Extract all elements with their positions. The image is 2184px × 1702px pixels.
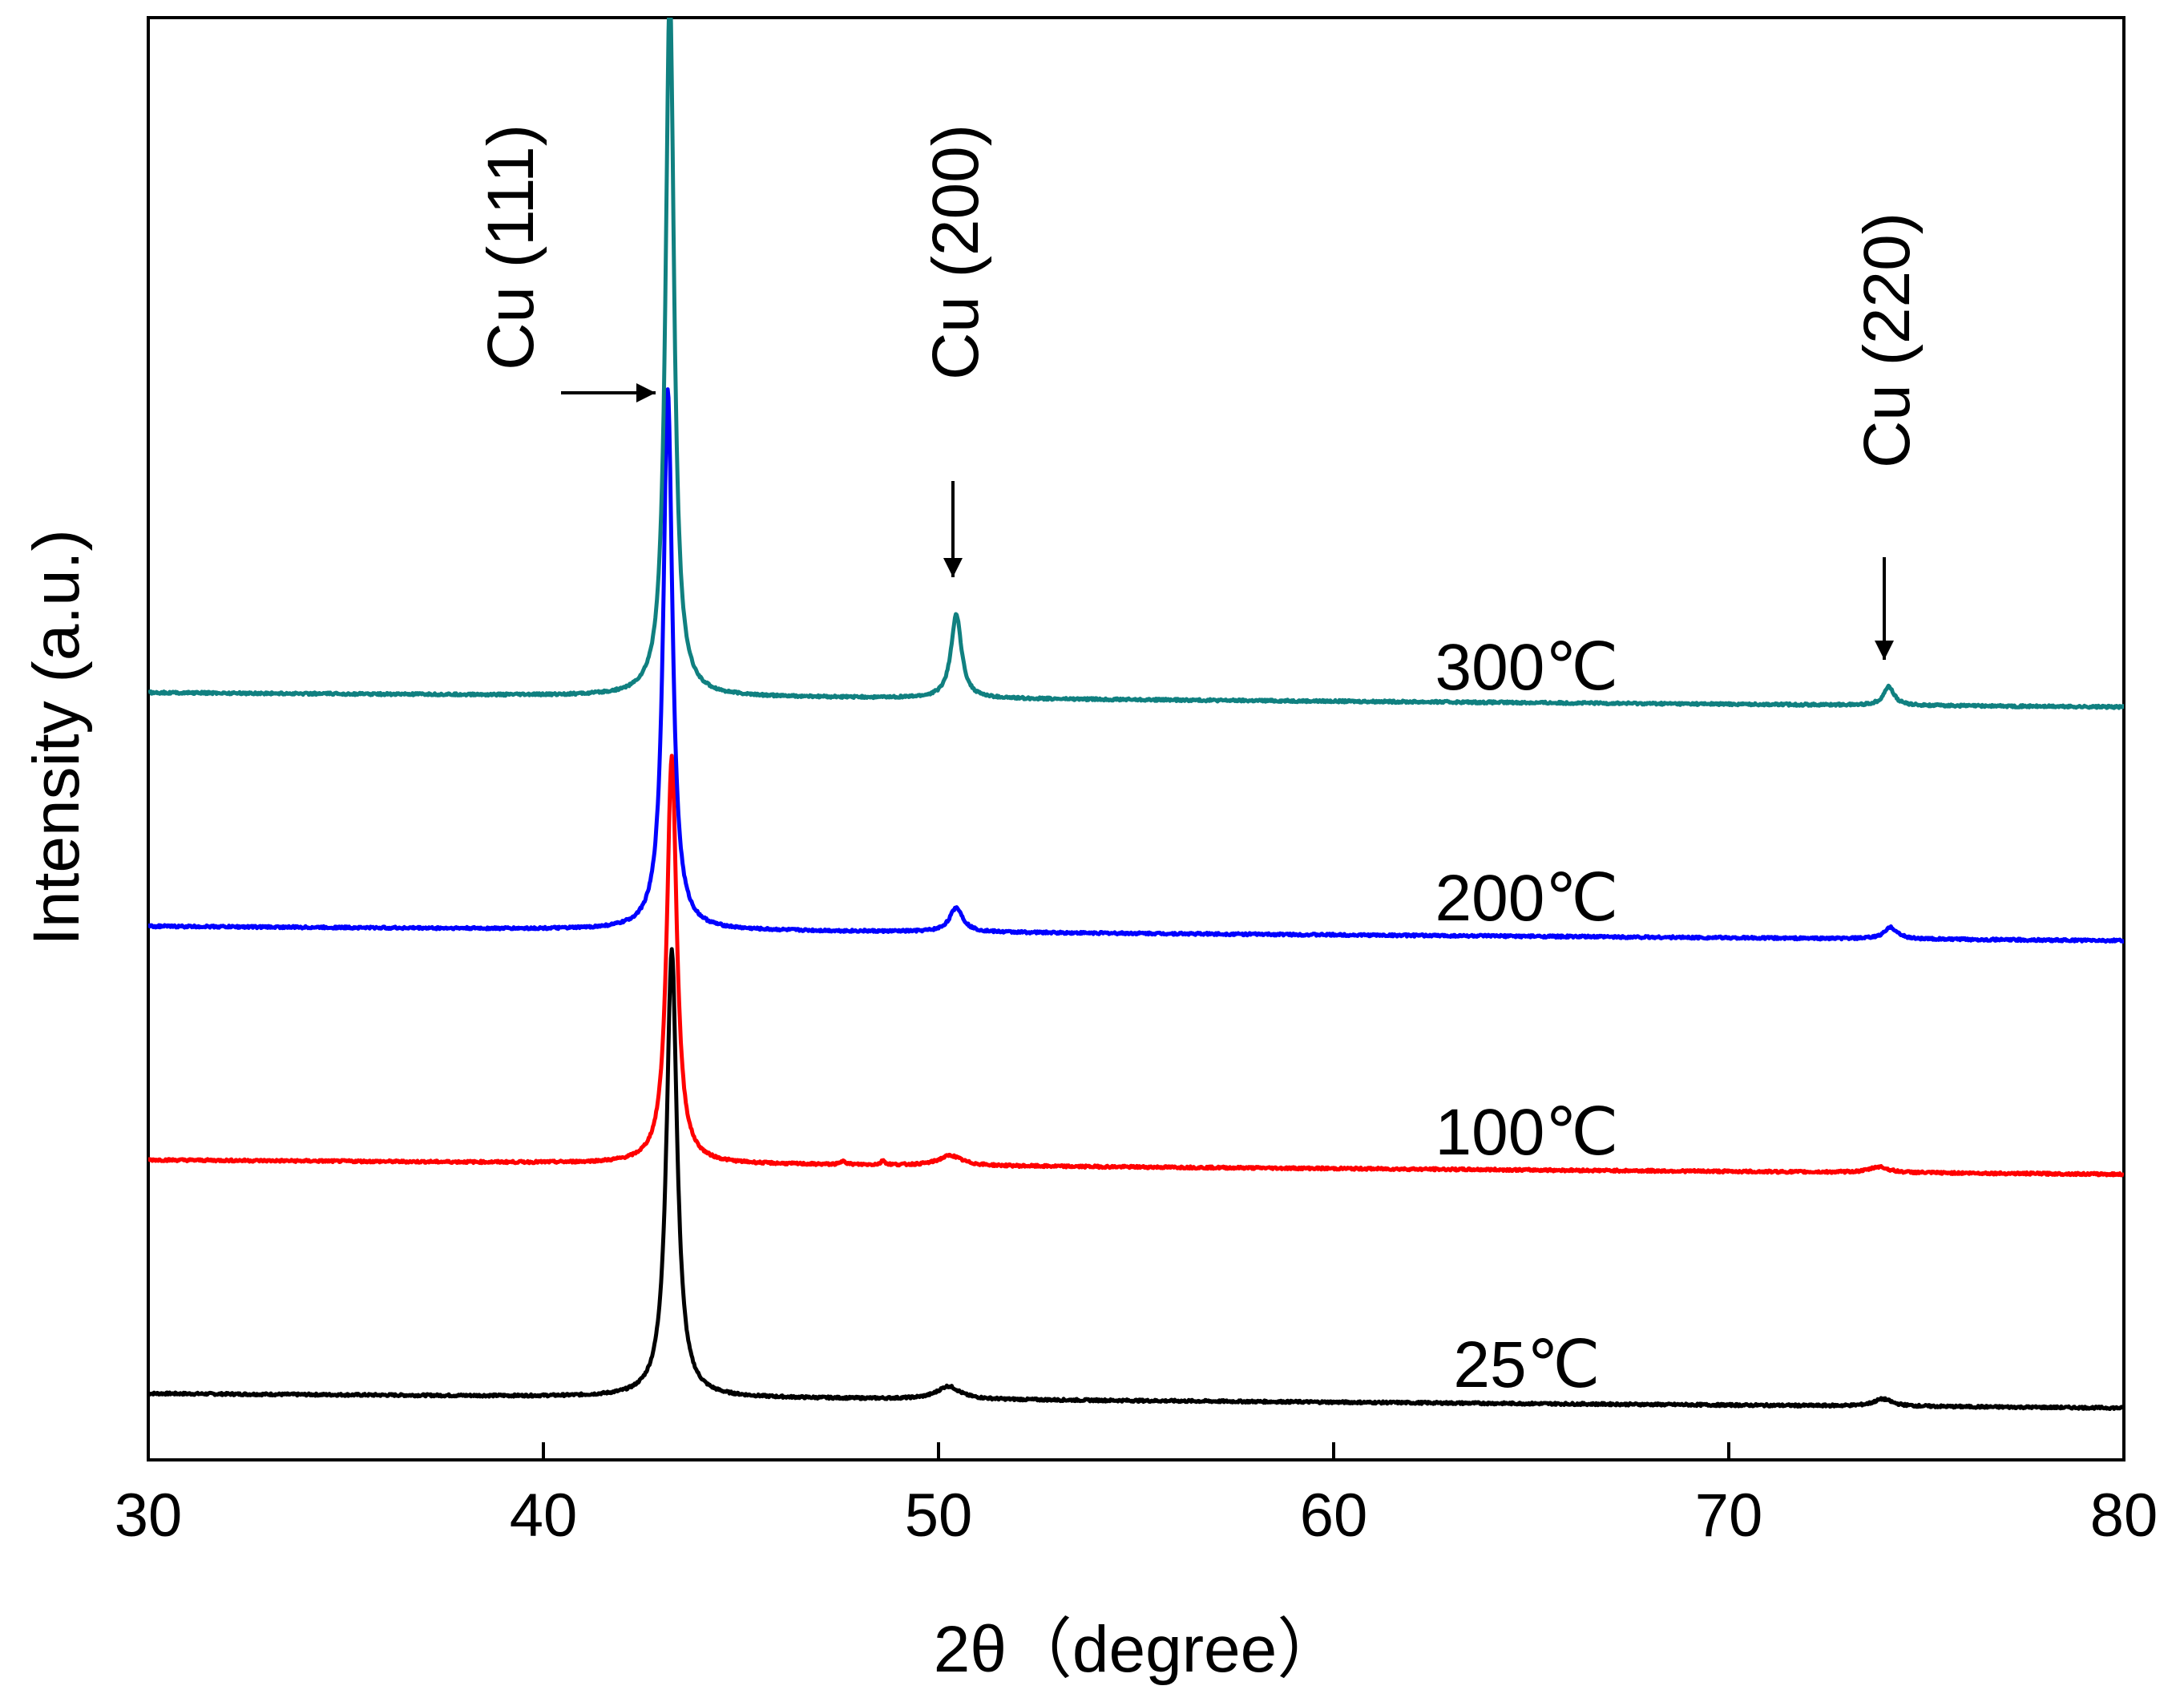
series-line-2	[148, 387, 2124, 944]
x-tick-label-30: 30	[115, 1482, 183, 1550]
x-tick-label-60: 60	[1300, 1482, 1368, 1550]
series-line-3	[148, 18, 2124, 710]
x-tick-label-40: 40	[510, 1482, 578, 1550]
peak-label-cu-220: Cu (220)	[1851, 212, 1924, 468]
series-line-0	[148, 947, 2124, 1411]
series-label-0: 25℃	[1453, 1328, 1600, 1401]
series-label-3: 300℃	[1435, 631, 1619, 704]
x-axis-title: 2θ（degree）	[934, 1613, 1343, 1686]
series-lines	[148, 18, 2124, 1411]
x-axis-ticks	[147, 1442, 2125, 1460]
series-label-1: 100℃	[1435, 1096, 1619, 1169]
x-axis-tick-labels: 30 40 50 60 70 80	[115, 1482, 2158, 1550]
peak-label-cu-200: Cu (200)	[919, 124, 992, 380]
plot-frame	[147, 16, 2125, 1461]
x-tick-label-70: 70	[1695, 1482, 1763, 1550]
y-axis-title: Intensity (a.u.)	[20, 529, 93, 946]
series-label-2: 200℃	[1435, 862, 1619, 935]
x-tick-label-80: 80	[2090, 1482, 2158, 1550]
x-tick-label-50: 50	[905, 1482, 973, 1550]
peak-label-cu-111: Cu (111)	[474, 124, 547, 370]
series-line-1	[148, 754, 2124, 1178]
series-labels: 25℃ 100℃ 200℃ 300℃	[1435, 631, 1619, 1401]
